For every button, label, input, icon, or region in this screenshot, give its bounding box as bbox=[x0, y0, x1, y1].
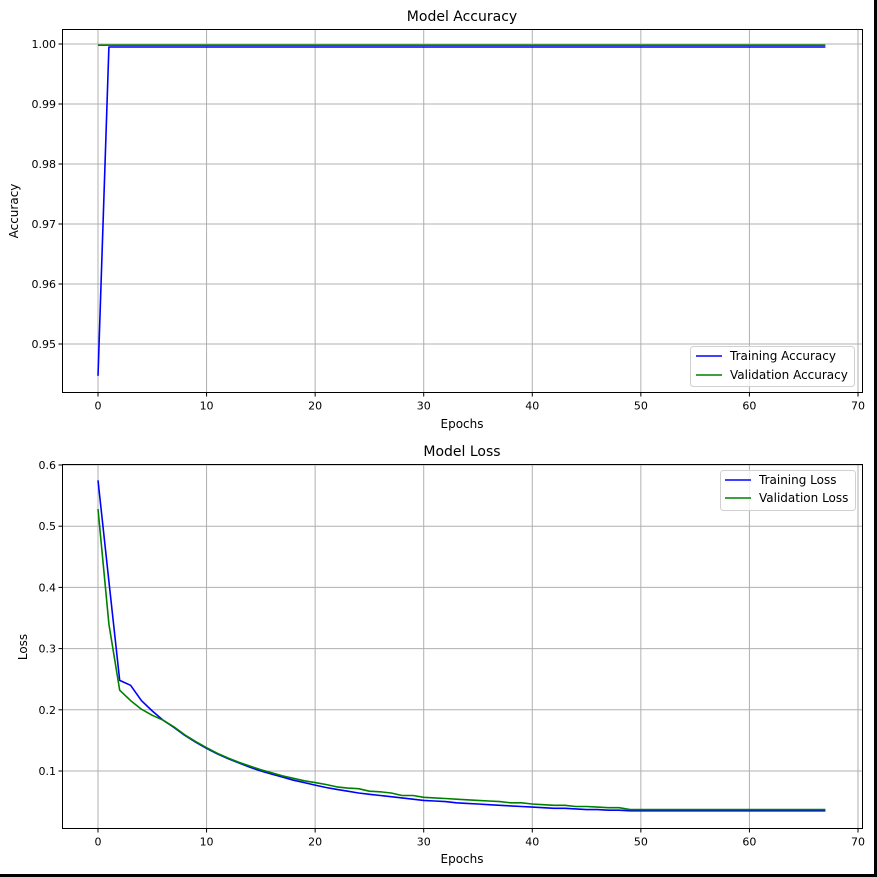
svg-text:0.3: 0.3 bbox=[39, 643, 57, 656]
loss-chart-title: Model Loss bbox=[423, 444, 500, 460]
loss-x-label: Epochs bbox=[441, 852, 484, 866]
svg-text:20: 20 bbox=[308, 400, 322, 413]
figure-border-right bbox=[874, 0, 877, 877]
svg-text:0.96: 0.96 bbox=[32, 278, 57, 291]
svg-text:40: 40 bbox=[525, 836, 539, 849]
validation-loss-line bbox=[97, 509, 826, 811]
svg-text:30: 30 bbox=[417, 836, 431, 849]
svg-text:40: 40 bbox=[525, 400, 539, 413]
accuracy-y-ticks: 0.95 0.96 0.97 0.98 0.99 1.00 bbox=[32, 38, 63, 351]
legend-label-training-loss: Training Loss bbox=[758, 473, 836, 487]
accuracy-y-label: Accuracy bbox=[7, 184, 21, 239]
legend-label-validation-accuracy: Validation Accuracy bbox=[730, 368, 848, 382]
svg-text:0.6: 0.6 bbox=[39, 459, 57, 472]
loss-x-ticks: 0 10 20 30 40 50 60 70 bbox=[95, 828, 865, 849]
accuracy-chart-title: Model Accuracy bbox=[407, 9, 517, 25]
svg-text:0.98: 0.98 bbox=[32, 158, 57, 171]
svg-text:50: 50 bbox=[634, 836, 648, 849]
loss-axes-frame bbox=[62, 464, 863, 829]
svg-text:70: 70 bbox=[851, 836, 865, 849]
loss-legend: Training Loss Validation Loss bbox=[720, 470, 856, 511]
accuracy-legend: Training Accuracy Validation Accuracy bbox=[690, 346, 855, 387]
svg-text:0.99: 0.99 bbox=[32, 98, 57, 111]
training-accuracy-line bbox=[97, 46, 826, 376]
figure-border-bottom bbox=[0, 874, 877, 877]
svg-text:10: 10 bbox=[200, 836, 214, 849]
accuracy-chart: Model Accuracy 0 10 20 30 40 50 60 70 0.950.960… bbox=[7, 9, 865, 431]
svg-text:0.4: 0.4 bbox=[39, 581, 57, 594]
legend-label-training-accuracy: Training Accuracy bbox=[729, 349, 836, 363]
svg-text:0.1: 0.1 bbox=[39, 765, 57, 778]
accuracy-lines bbox=[97, 44, 826, 376]
svg-text:50: 50 bbox=[634, 400, 648, 413]
svg-text:0.97: 0.97 bbox=[32, 218, 57, 231]
accuracy-axes-frame bbox=[62, 29, 863, 393]
training-loss-line bbox=[97, 480, 826, 812]
svg-text:0.5: 0.5 bbox=[39, 520, 57, 533]
loss-chart: Model Loss 0 10 20 30 40 50 60 70 0.10.20.30.40… bbox=[16, 444, 865, 866]
loss-grid bbox=[62, 464, 863, 829]
svg-text:60: 60 bbox=[742, 400, 756, 413]
loss-y-ticks: 0.1 0.2 0.3 0.4 0.5 0.6 bbox=[39, 459, 63, 778]
svg-text:0.2: 0.2 bbox=[39, 704, 57, 717]
loss-lines bbox=[97, 480, 826, 812]
svg-text:0.95: 0.95 bbox=[32, 338, 57, 351]
accuracy-x-ticks: 0 10 20 30 40 50 60 70 bbox=[95, 392, 865, 413]
svg-text:30: 30 bbox=[417, 400, 431, 413]
svg-text:0: 0 bbox=[95, 400, 102, 413]
svg-text:0: 0 bbox=[95, 836, 102, 849]
svg-text:70: 70 bbox=[851, 400, 865, 413]
svg-text:1.00: 1.00 bbox=[32, 38, 57, 51]
svg-text:60: 60 bbox=[742, 836, 756, 849]
accuracy-grid bbox=[62, 29, 863, 393]
svg-text:10: 10 bbox=[200, 400, 214, 413]
legend-label-validation-loss: Validation Loss bbox=[759, 491, 848, 505]
svg-text:20: 20 bbox=[308, 836, 322, 849]
loss-y-label: Loss bbox=[16, 634, 30, 660]
accuracy-x-label: Epochs bbox=[441, 417, 484, 431]
